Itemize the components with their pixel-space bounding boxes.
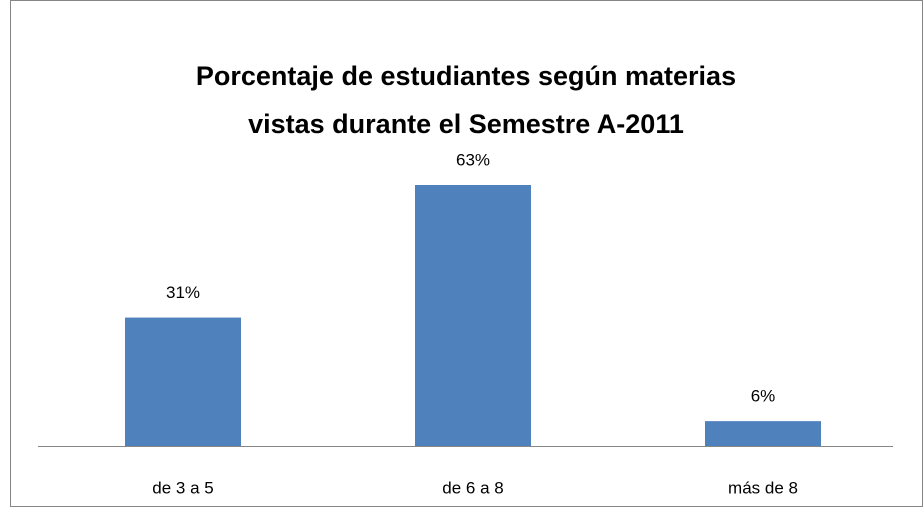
x-tick-label: de 3 a 5 bbox=[152, 478, 213, 497]
x-tick-label: de 6 a 8 bbox=[442, 478, 503, 497]
bar bbox=[705, 421, 821, 446]
data-label: 63% bbox=[456, 150, 490, 169]
x-tick-label: más de 8 bbox=[728, 478, 798, 497]
bar bbox=[415, 185, 531, 446]
chart-title: Porcentaje de estudiantes según materias… bbox=[195, 61, 737, 139]
data-label: 31% bbox=[166, 283, 200, 302]
data-label: 6% bbox=[751, 387, 776, 406]
bar bbox=[125, 317, 241, 446]
